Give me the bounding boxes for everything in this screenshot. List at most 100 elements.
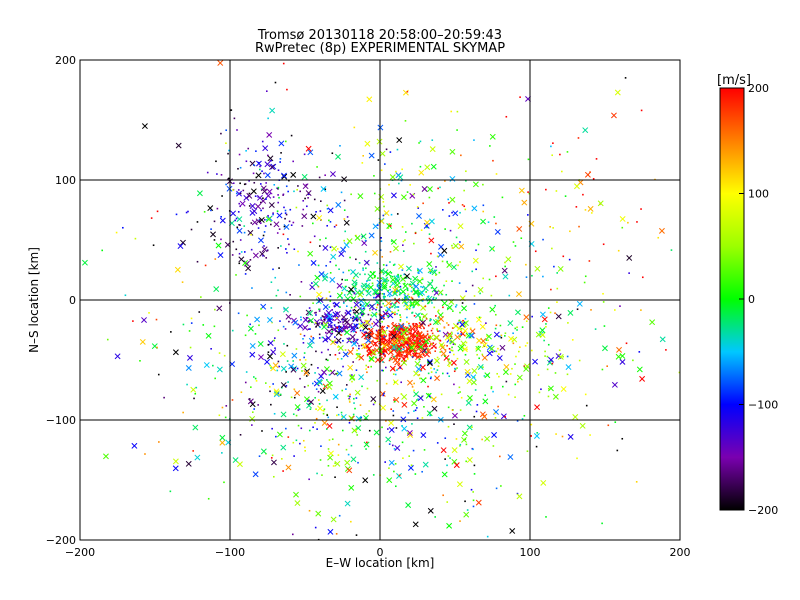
data-point — [255, 150, 257, 152]
data-point — [284, 212, 287, 214]
data-point — [413, 242, 415, 245]
data-point — [221, 452, 223, 454]
data-point — [329, 261, 332, 263]
data-point — [220, 132, 222, 135]
data-point — [365, 267, 367, 270]
data-point — [497, 347, 499, 350]
data-point — [377, 335, 379, 338]
data-point — [221, 195, 223, 197]
data-point — [414, 334, 416, 336]
data-point — [382, 315, 385, 318]
data-point — [343, 239, 345, 242]
data-point — [446, 501, 449, 503]
data-point — [407, 333, 409, 336]
data-point — [425, 297, 428, 300]
data-point — [376, 224, 379, 226]
data-point — [632, 359, 634, 362]
data-point — [425, 351, 427, 354]
data-point — [392, 312, 395, 314]
data-point-cross — [418, 333, 425, 340]
data-point-cross — [532, 358, 539, 365]
data-point — [334, 336, 336, 338]
data-point — [418, 142, 420, 144]
data-point-cross — [331, 245, 338, 252]
data-point — [239, 182, 241, 185]
data-point-cross — [540, 479, 547, 486]
data-point — [448, 202, 450, 204]
data-point — [614, 309, 616, 311]
data-point — [224, 416, 227, 419]
data-point — [670, 249, 673, 251]
data-point — [430, 329, 433, 332]
data-point — [421, 286, 424, 289]
data-point — [388, 223, 390, 225]
data-point — [451, 211, 453, 214]
data-point-cross — [192, 424, 199, 431]
data-point — [285, 248, 287, 250]
data-point-cross — [389, 276, 396, 283]
data-point-cross — [347, 364, 354, 371]
data-point-cross — [489, 133, 496, 140]
data-point — [282, 62, 285, 65]
data-point-cross — [282, 306, 289, 313]
data-point — [408, 324, 411, 327]
data-point-cross — [477, 286, 484, 293]
data-point — [317, 390, 320, 393]
data-point — [181, 281, 184, 283]
data-point — [509, 373, 512, 375]
data-point — [359, 319, 362, 321]
data-point — [383, 392, 385, 395]
data-point-cross — [463, 511, 470, 518]
data-point — [492, 159, 494, 162]
data-point — [499, 324, 502, 327]
data-point — [339, 326, 342, 328]
data-point — [307, 197, 309, 199]
data-point — [342, 271, 345, 274]
data-point-cross — [364, 140, 371, 147]
data-point — [330, 324, 333, 327]
data-point — [515, 355, 517, 358]
data-point — [481, 438, 483, 441]
data-point — [446, 260, 448, 263]
data-point-cross — [415, 366, 422, 373]
data-point — [355, 331, 357, 334]
data-point — [482, 277, 485, 280]
data-point-cross — [502, 369, 509, 376]
data-point-cross — [418, 169, 425, 176]
data-point — [438, 271, 441, 274]
data-point — [320, 200, 322, 202]
data-point — [248, 180, 250, 182]
data-point — [380, 317, 383, 320]
data-point — [263, 172, 265, 175]
x-tick-label: 0 — [377, 546, 384, 559]
data-point-cross — [523, 365, 530, 372]
data-point — [262, 255, 264, 257]
data-point — [373, 276, 376, 279]
data-point-cross — [261, 246, 268, 253]
data-point — [453, 423, 455, 425]
data-point-cross — [480, 218, 487, 225]
data-point — [382, 352, 385, 355]
data-point — [398, 362, 401, 365]
data-point-cross — [300, 362, 307, 369]
data-point — [277, 186, 280, 189]
data-point — [312, 337, 315, 339]
data-point — [400, 353, 402, 356]
data-point — [476, 366, 479, 368]
data-point — [394, 333, 396, 336]
data-point — [298, 264, 300, 266]
data-point — [364, 273, 366, 276]
data-point — [329, 221, 332, 223]
data-point — [518, 350, 520, 353]
data-point — [389, 350, 391, 352]
data-point-cross — [597, 200, 604, 207]
data-point — [521, 418, 524, 420]
data-point — [327, 326, 330, 329]
data-point — [308, 509, 311, 512]
data-point — [263, 231, 266, 233]
data-point — [271, 427, 273, 430]
data-point — [342, 321, 344, 323]
data-point — [417, 304, 420, 307]
data-point-cross — [394, 278, 401, 285]
data-point — [431, 302, 433, 304]
